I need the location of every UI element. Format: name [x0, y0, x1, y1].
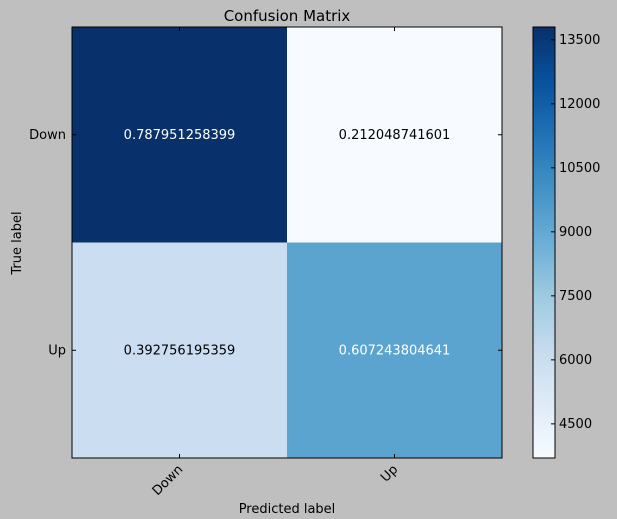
colorbar: [532, 26, 556, 459]
heatmap-cell-labels: 0.787951258399 0.212048741601 0.3927561953…: [124, 128, 451, 359]
heatmap-cell: [72, 27, 287, 243]
plot-frame: [71, 26, 503, 459]
colorbar-tick-label: 4500: [559, 417, 592, 432]
colorbar-tick-label: 13500: [559, 33, 600, 48]
cell-value-label: 0.212048741601: [339, 128, 451, 143]
x-tick-label: Up: [378, 462, 401, 485]
cell-value-label: 0.392756195359: [124, 343, 236, 358]
heatmap-cell: [72, 242, 287, 458]
heatmap-cell: [287, 27, 502, 243]
y-tick-label: Up: [48, 343, 66, 358]
chart-title: Confusion Matrix: [224, 7, 351, 25]
cell-value-label: 0.787951258399: [124, 128, 236, 143]
colorbar-tick-label: 9000: [559, 225, 592, 240]
y-axis-ticks: Down Up: [29, 128, 502, 358]
colorbar-tick-label: 7500: [559, 289, 592, 304]
cell-value-label: 0.607243804641: [339, 343, 451, 358]
heatmap-cell: [287, 242, 502, 458]
x-axis-label: Predicted label: [239, 502, 336, 517]
heatmap-cells: [72, 27, 502, 458]
y-tick-label: Down: [29, 128, 66, 143]
colorbar-tick-label: 12000: [559, 97, 600, 112]
y-axis-label: True label: [10, 211, 25, 275]
x-tick-label: Down: [150, 462, 187, 499]
colorbar-ticks: 4500 6000 7500 9000 10500 12000 13500: [551, 33, 600, 432]
colorbar-tick-label: 10500: [559, 161, 600, 176]
colorbar-tick-label: 6000: [559, 353, 592, 368]
